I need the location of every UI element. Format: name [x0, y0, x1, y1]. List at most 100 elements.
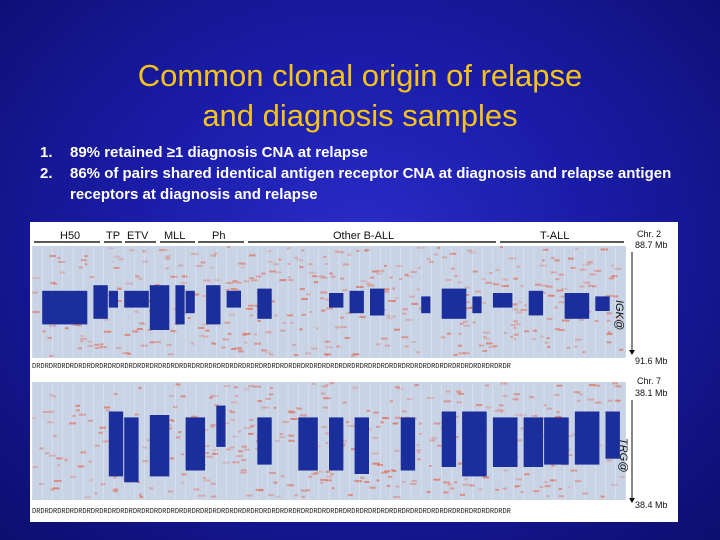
heatmap-cell — [39, 483, 44, 485]
heatmap-cell — [235, 281, 242, 284]
heatmap-cell — [520, 491, 524, 494]
heatmap-cell — [553, 259, 560, 262]
heatmap-cell — [52, 395, 57, 398]
heatmap-cell — [57, 256, 61, 259]
heatmap-cell — [64, 327, 69, 330]
heatmap-cell — [48, 410, 55, 413]
heatmap-cell — [200, 261, 206, 264]
heatmap-cell — [115, 300, 122, 303]
heatmap-cell — [273, 481, 278, 484]
heatmap-cell — [142, 250, 146, 253]
heatmap-cell — [331, 487, 335, 490]
heatmap-cell — [433, 422, 441, 425]
heatmap-cell — [447, 483, 452, 486]
heatmap-cell — [134, 413, 139, 416]
heatmap-cell — [393, 496, 401, 499]
heatmap-cell — [605, 294, 613, 297]
heatmap-cell — [345, 421, 350, 424]
heatmap-cell — [542, 417, 545, 420]
heatmap-cell — [554, 306, 558, 309]
heatmap-cell — [554, 328, 560, 331]
heatmap-cell — [41, 330, 46, 333]
heatmap-cell — [170, 275, 177, 278]
heatmap-cell — [203, 279, 211, 282]
heatmap-cell — [500, 246, 503, 249]
heatmap-cell — [464, 286, 471, 289]
key-point-number: 1. — [40, 144, 53, 161]
heatmap-cell — [311, 383, 317, 385]
heatmap-cell — [516, 265, 521, 268]
heatmap-cell — [486, 342, 493, 345]
heatmap-cell — [485, 281, 493, 284]
heatmap-cell — [416, 444, 421, 446]
heatmap-cell — [453, 353, 458, 356]
heatmap-cell — [224, 422, 230, 425]
deletion-block — [93, 285, 108, 319]
heatmap-cell — [205, 455, 213, 458]
heatmap-cell — [417, 451, 421, 454]
deletion-block — [595, 296, 610, 311]
heatmap-cell — [234, 386, 238, 389]
heatmap-cell — [230, 411, 236, 414]
heatmap-cell — [149, 487, 154, 490]
heatmap-cell — [32, 276, 41, 279]
heatmap-cell — [280, 475, 285, 478]
heatmap-cell — [389, 400, 393, 403]
heatmap-cell — [235, 455, 243, 458]
heatmap-cell — [325, 432, 330, 435]
heatmap-cell — [587, 284, 592, 287]
heatmap-cell — [267, 260, 273, 263]
heatmap-cell — [394, 416, 402, 419]
heatmap-cell — [94, 346, 100, 349]
heatmap-cell — [212, 449, 219, 452]
heatmap-cell — [193, 293, 200, 296]
deletion-block — [441, 411, 457, 467]
deletion-block — [574, 411, 600, 465]
heatmap-cell — [392, 287, 395, 290]
heatmap-cell — [371, 270, 378, 273]
heatmap-cell — [311, 347, 318, 350]
heatmap-cell — [611, 275, 618, 278]
heatmap-cell — [287, 484, 294, 487]
heatmap-cell — [394, 449, 400, 452]
heatmap-cell — [496, 409, 505, 412]
deletion-block — [370, 288, 385, 316]
heatmap-cell — [542, 284, 548, 287]
heatmap-cell — [513, 320, 518, 323]
heatmap-cell — [325, 346, 334, 349]
heatmap-cell — [555, 278, 560, 281]
heatmap-cell — [567, 435, 574, 438]
heatmap-cell — [279, 329, 286, 332]
heatmap-cell — [275, 495, 281, 498]
heatmap-cell — [495, 269, 500, 272]
heatmap-cell — [210, 341, 214, 344]
heatmap-cell — [402, 410, 407, 413]
heatmap-cell — [105, 409, 110, 412]
heatmap-cell — [321, 385, 328, 388]
heatmap-cell — [475, 404, 483, 407]
heatmap-cell — [103, 330, 112, 333]
deletion-block — [257, 288, 272, 319]
heatmap-cell — [181, 275, 188, 278]
heatmap-cell — [178, 431, 182, 434]
heatmap-cell — [69, 422, 76, 425]
heatmap-cell — [577, 400, 581, 402]
heatmap-cell — [113, 393, 118, 395]
heatmap-cell — [241, 266, 245, 269]
heatmap-cell — [376, 272, 383, 275]
heatmap-cell — [138, 322, 145, 324]
heatmap-cell — [361, 316, 366, 319]
heatmap-cell — [416, 449, 422, 452]
heatmap-cell — [32, 291, 38, 294]
heatmap-cell — [386, 317, 392, 320]
heatmap-cell — [431, 437, 438, 440]
heatmap-cell — [323, 255, 327, 258]
key-point-1: 1. 89% retained ≥1 diagnosis CNA at rela… — [40, 142, 680, 163]
heatmap-cell — [75, 409, 80, 412]
heatmap-cell — [39, 447, 44, 450]
heatmap-cell — [417, 267, 422, 269]
heatmap-cell — [64, 459, 68, 462]
heatmap-cell — [275, 440, 280, 443]
heatmap-cell — [257, 400, 262, 403]
heatmap-cell — [358, 315, 364, 318]
